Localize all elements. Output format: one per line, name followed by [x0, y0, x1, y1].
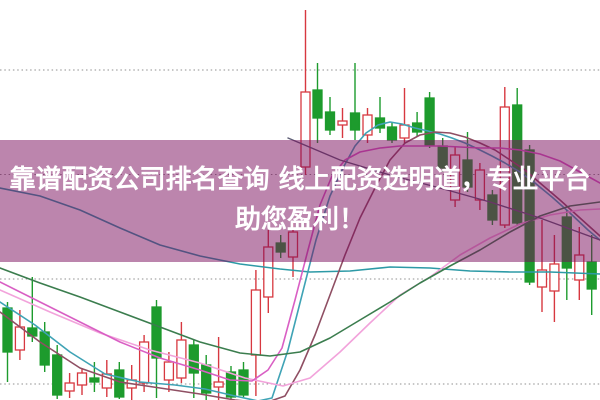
- candle-body-down: [337, 120, 348, 126]
- candle-body-down: [76, 372, 88, 386]
- candle-body-down: [536, 269, 548, 288]
- candle-body-down: [399, 124, 410, 139]
- candle-body-down: [163, 361, 175, 381]
- candle-body-up: [52, 354, 63, 396]
- candle-body-up: [349, 112, 361, 131]
- candle-body-down: [14, 326, 26, 351]
- candle-body-down: [213, 381, 224, 388]
- candle-body-up: [424, 97, 435, 146]
- candle-body-down: [362, 114, 373, 136]
- candle-body-up: [238, 369, 249, 396]
- candle-body-up: [386, 126, 398, 141]
- candle-body-up: [89, 377, 100, 383]
- promo-text-line2: 助您盈利！: [234, 205, 365, 235]
- promo-banner: 靠谱配资公司排名查询 线上配资选明道，专业平台 助您盈利！: [0, 140, 600, 262]
- candle-body-up: [188, 344, 199, 374]
- candle-body-down: [250, 289, 262, 356]
- candle-body-up: [151, 306, 162, 359]
- candle-body-up: [225, 371, 237, 398]
- candle-body-down: [549, 263, 560, 292]
- promo-text-line1: 靠谱配资公司排名查询 线上配资选明道，专业平台: [9, 165, 591, 195]
- candle-body-up: [39, 331, 50, 366]
- candle-body-down: [64, 382, 75, 392]
- candle-body-up: [324, 111, 336, 131]
- candle-body-up: [586, 261, 597, 290]
- candle-body-up: [312, 89, 323, 119]
- candle-body-up: [2, 307, 13, 353]
- candle-body-up: [114, 369, 125, 398]
